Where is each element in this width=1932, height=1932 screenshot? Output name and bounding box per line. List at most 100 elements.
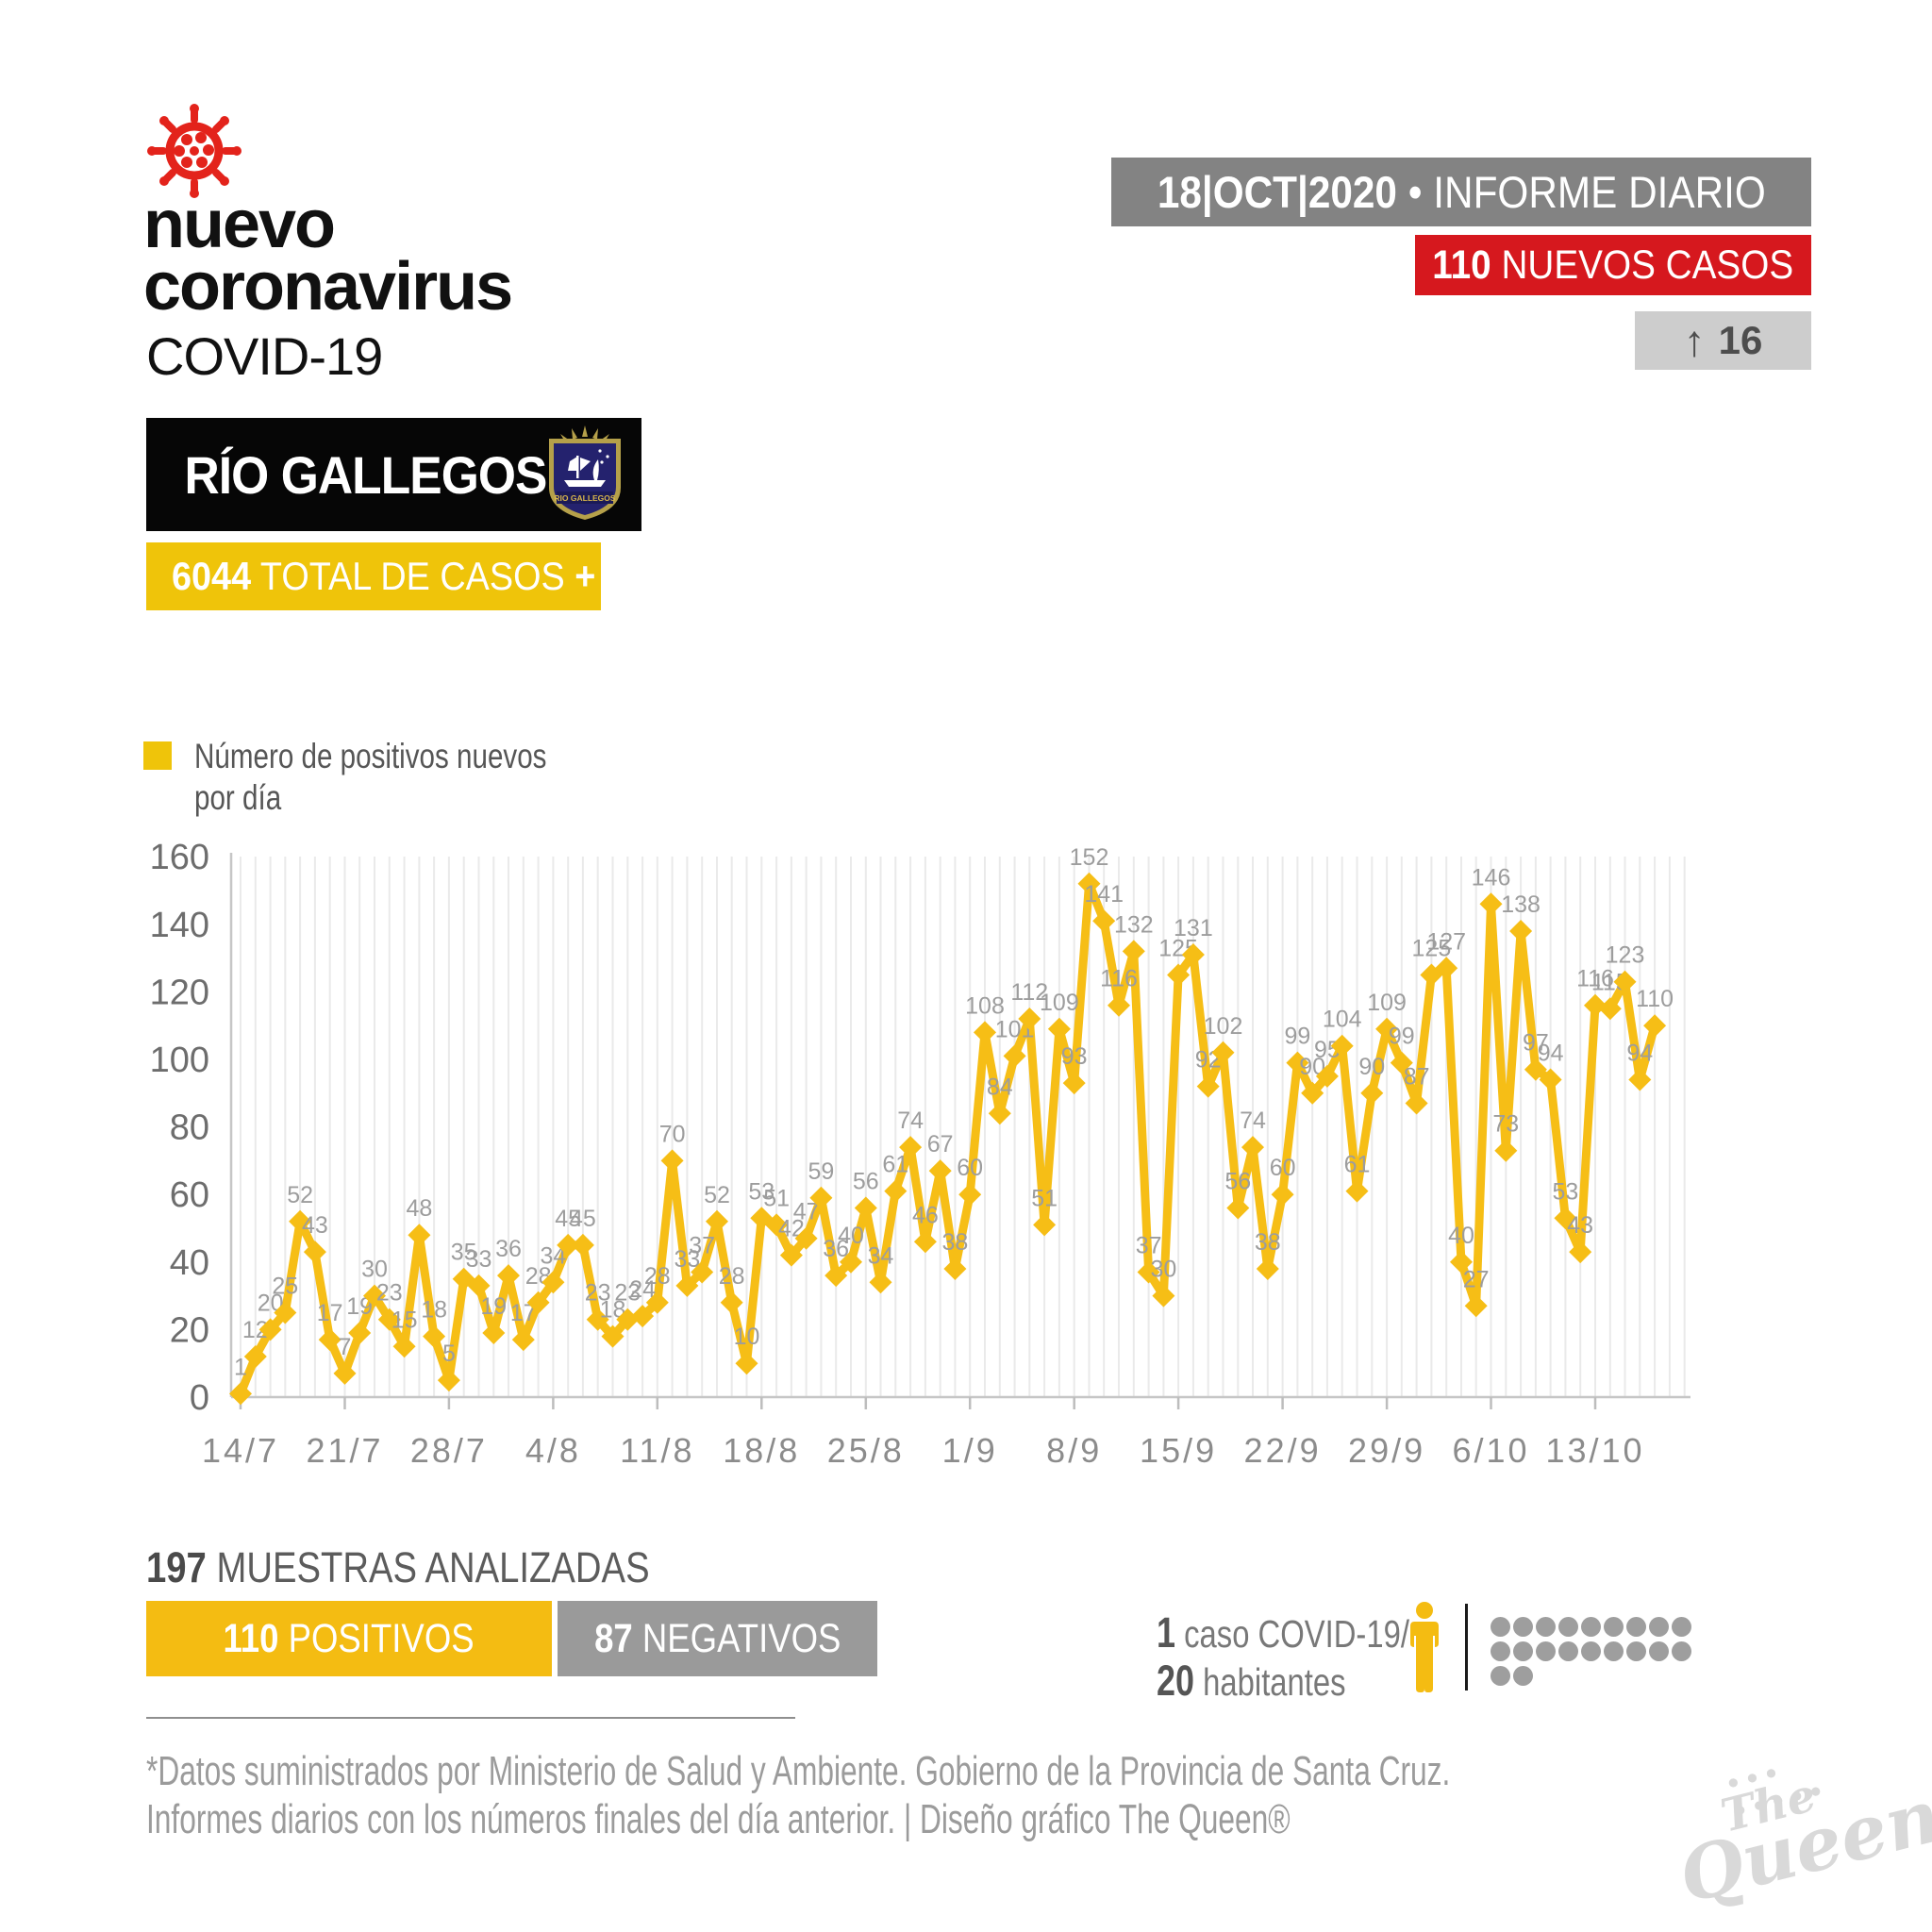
svg-text:8/9: 8/9: [1046, 1431, 1102, 1470]
svg-text:160: 160: [150, 838, 209, 877]
svg-text:146: 146: [1472, 864, 1511, 891]
bullet-separator: •: [1407, 167, 1423, 217]
svg-text:110: 110: [1636, 986, 1674, 1012]
svg-text:152: 152: [1070, 844, 1109, 871]
title-line2: coronavirus: [143, 249, 513, 325]
person-dot: [1626, 1617, 1646, 1637]
svg-text:132: 132: [1114, 911, 1154, 938]
total-cases-banner: 6044 TOTAL DE CASOS +: [146, 542, 601, 610]
svg-text:27: 27: [1463, 1266, 1490, 1292]
svg-text:5: 5: [442, 1341, 456, 1367]
svg-text:116: 116: [1100, 966, 1138, 992]
svg-text:45: 45: [555, 1206, 581, 1232]
svg-text:15: 15: [391, 1307, 418, 1333]
chart-legend: Número de positivos nuevos por día: [143, 736, 635, 819]
svg-text:140: 140: [150, 906, 209, 945]
svg-text:10: 10: [734, 1324, 760, 1350]
svg-text:25/8: 25/8: [827, 1431, 905, 1470]
section-divider: [146, 1717, 795, 1719]
svg-text:14/7: 14/7: [202, 1431, 279, 1470]
svg-text:29/9: 29/9: [1348, 1431, 1425, 1470]
crest-caption: RIO GALLEGOS: [554, 493, 616, 503]
person-dot: [1558, 1617, 1578, 1637]
svg-text:59: 59: [808, 1158, 834, 1185]
svg-text:1/9: 1/9: [942, 1431, 998, 1470]
svg-text:47: 47: [793, 1199, 820, 1225]
positives-label: POSITIVOS: [289, 1615, 475, 1661]
ratio-numerator: 1: [1157, 1608, 1176, 1657]
svg-text:123: 123: [1606, 942, 1645, 969]
person-dot: [1626, 1641, 1646, 1661]
svg-text:37: 37: [1136, 1233, 1162, 1259]
negatives-value: 87: [593, 1615, 633, 1661]
app-title: nuevo coronavirus: [143, 191, 513, 325]
svg-text:74: 74: [897, 1108, 924, 1134]
watermark-queen: Queen: [1671, 1773, 1932, 1921]
svg-text:0: 0: [190, 1378, 209, 1418]
person-dot: [1513, 1666, 1533, 1686]
samples-value: 197: [146, 1543, 207, 1591]
footer-line1: *Datos suministrados por Ministerio de S…: [146, 1748, 1451, 1794]
svg-text:48: 48: [406, 1195, 432, 1222]
svg-text:53: 53: [748, 1178, 774, 1205]
svg-text:25: 25: [272, 1274, 298, 1300]
population-dots-grid: [1491, 1617, 1694, 1690]
svg-text:61: 61: [1344, 1152, 1371, 1178]
person-dot: [1604, 1641, 1624, 1661]
positives-value: 110: [223, 1615, 279, 1661]
svg-text:56: 56: [853, 1169, 879, 1195]
person-dot: [1672, 1617, 1691, 1637]
svg-text:80: 80: [170, 1108, 209, 1148]
city-name: RÍO GALLEGOS: [184, 444, 547, 505]
svg-text:60: 60: [957, 1155, 983, 1181]
person-dot: [1604, 1617, 1624, 1637]
svg-text:28: 28: [644, 1263, 671, 1290]
svg-text:13/10: 13/10: [1545, 1431, 1644, 1470]
svg-text:43: 43: [1567, 1212, 1593, 1239]
dot-row: [1491, 1666, 1694, 1686]
svg-text:30: 30: [361, 1257, 388, 1283]
svg-text:112: 112: [1010, 979, 1048, 1006]
svg-text:56: 56: [1224, 1169, 1251, 1195]
svg-text:104: 104: [1323, 1007, 1362, 1033]
svg-text:52: 52: [704, 1182, 730, 1208]
person-dot: [1649, 1617, 1669, 1637]
svg-text:21/7: 21/7: [306, 1431, 383, 1470]
person-dot: [1513, 1617, 1533, 1637]
negatives-label: NEGATIVOS: [641, 1615, 841, 1661]
svg-text:108: 108: [965, 992, 1005, 1019]
svg-text:46: 46: [912, 1202, 939, 1228]
svg-text:38: 38: [941, 1229, 968, 1256]
svg-text:23: 23: [614, 1280, 641, 1307]
legend-label-line1: Número de positivos nuevos: [194, 737, 547, 775]
svg-text:60: 60: [1270, 1155, 1296, 1181]
ratio-numerator-label: caso COVID-19/: [1184, 1612, 1409, 1656]
svg-text:93: 93: [1061, 1043, 1088, 1070]
svg-text:23: 23: [585, 1280, 611, 1307]
legend-label-line2: por día: [194, 778, 282, 817]
up-arrow-icon: ↑: [1683, 316, 1706, 365]
svg-text:125: 125: [1412, 936, 1452, 962]
report-date: 18|OCT|2020: [1157, 167, 1397, 217]
footer-line2: Informes diarios con los números finales…: [146, 1796, 1291, 1842]
svg-text:138: 138: [1501, 891, 1541, 918]
city-banner: RÍO GALLEGOS RIO GALLEGOS: [146, 418, 641, 531]
city-crest-icon: RIO GALLEGOS: [549, 425, 621, 520]
svg-text:73: 73: [1492, 1111, 1519, 1138]
report-type-label: INFORME DIARIO: [1432, 167, 1766, 217]
svg-text:70: 70: [659, 1121, 686, 1147]
svg-text:7: 7: [339, 1334, 352, 1360]
svg-text:40: 40: [1448, 1223, 1474, 1249]
svg-text:40: 40: [170, 1243, 209, 1283]
svg-text:99: 99: [1389, 1024, 1415, 1050]
svg-text:116: 116: [1576, 966, 1614, 992]
svg-text:17: 17: [317, 1300, 343, 1326]
svg-text:38: 38: [1255, 1229, 1281, 1256]
svg-text:18: 18: [421, 1297, 447, 1324]
svg-text:28: 28: [719, 1263, 745, 1290]
svg-text:11/8: 11/8: [620, 1431, 694, 1470]
svg-text:20: 20: [170, 1310, 209, 1350]
svg-text:52: 52: [287, 1182, 313, 1208]
svg-text:43: 43: [302, 1212, 328, 1239]
